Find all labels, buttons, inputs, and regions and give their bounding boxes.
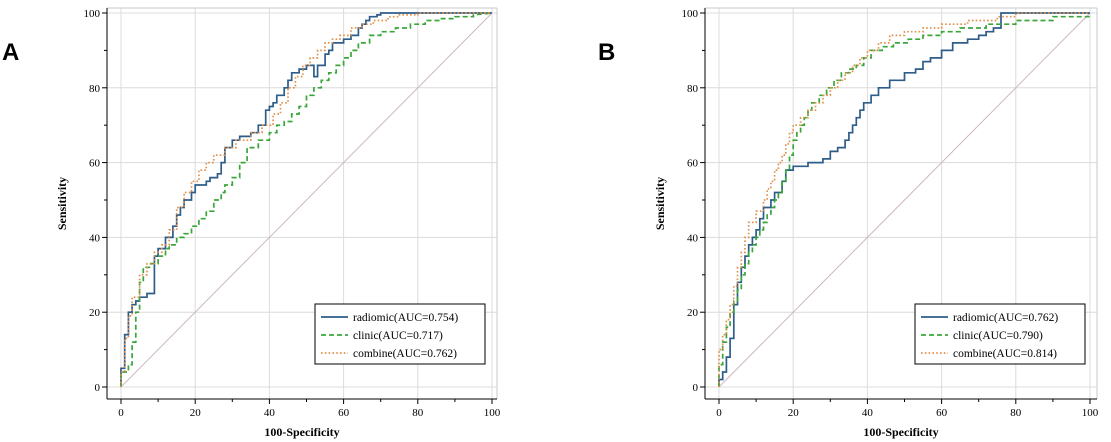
panel-label-A: A [2,39,19,66]
legend-entry-label: radiomic(AUC=0.754) [353,312,458,324]
x-tick-label: 80 [1010,407,1022,419]
y-tick-label: 20 [89,307,101,319]
x-tick-label: 40 [264,407,276,419]
legend-entry-label: radiomic(AUC=0.762) [953,312,1058,324]
y-tick-label: 100 [84,8,101,20]
x-tick-label: 80 [412,407,424,419]
panel-label-B: B [598,39,615,66]
y-tick-label: 20 [687,307,699,319]
legend: radiomic(AUC=0.762) clinic(AUC=0.790) comb… [914,303,1086,365]
y-tick-label: 40 [89,232,101,244]
x-tick-label: 60 [936,407,948,419]
legend-box [314,303,486,365]
y-tick-label: 60 [89,158,101,170]
y-tick-label: 0 [693,382,699,394]
panel-B: B 0 20 40 60 80 100 0 20 40 60 80 100 100-Specificity… [598,7,1099,439]
legend-box [914,303,1086,365]
legend-entry-label: combine(AUC=0.762) [353,348,457,360]
legend-entry-label: clinic(AUC=0.717) [353,330,443,342]
legend: radiomic(AUC=0.754) clinic(AUC=0.717) comb… [314,303,486,365]
y-tick-label: 80 [89,83,101,95]
x-tick-label: 0 [118,407,124,419]
y-axis-title: Sensitivity [55,177,69,230]
y-tick-label: 60 [687,158,699,170]
y-tick-label: 100 [682,8,699,20]
x-tick-label: 0 [716,407,722,419]
x-axis-title: 100-Specificity [264,425,339,439]
x-tick-label: 20 [788,407,800,419]
roc-curve-combine [120,12,492,387]
y-tick-label: 40 [687,232,699,244]
y-tick-label: 80 [687,83,699,95]
y-axis-title: Sensitivity [653,177,667,230]
panel-A: A 0 20 40 60 80 100 0 20 40 60 80 100 100-Specificity… [2,7,501,439]
reference-diagonal-line [120,12,493,388]
roc-curve-combine [718,12,1090,387]
reference-diagonal-line [718,12,1091,388]
x-tick-label: 100 [1082,407,1099,419]
x-axis-title: 100-Specificity [863,425,938,439]
roc-curve-clinic [718,15,1090,387]
x-tick-label: 20 [190,407,202,419]
legend-entry-label: combine(AUC=0.814) [953,348,1057,360]
x-tick-label: 60 [338,407,350,419]
roc-curve-clinic [120,12,493,387]
x-tick-label: 100 [484,407,501,419]
y-tick-label: 0 [95,382,101,394]
legend-entry-label: clinic(AUC=0.790) [953,330,1043,342]
x-tick-label: 40 [862,407,874,419]
